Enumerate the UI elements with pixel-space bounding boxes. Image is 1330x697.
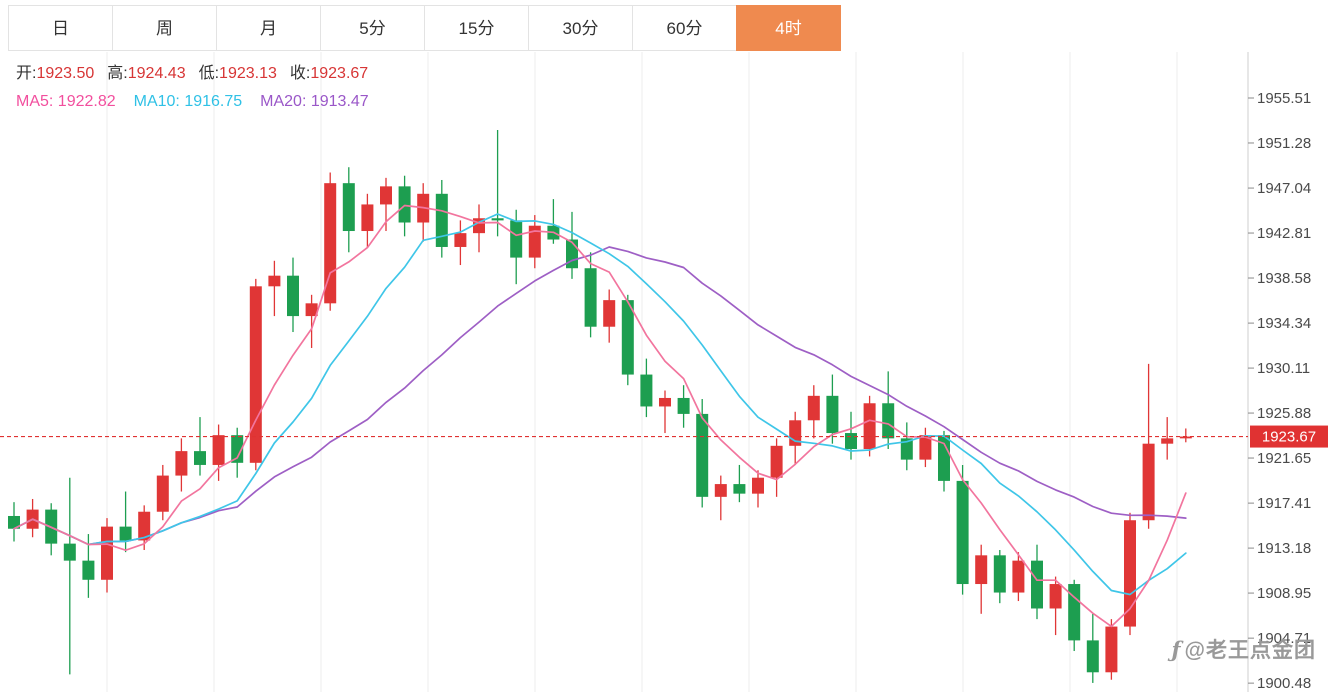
- candle-body: [454, 233, 467, 247]
- candle-body: [659, 397, 671, 407]
- candle-body: [342, 183, 355, 232]
- candle-body: [900, 438, 913, 460]
- watermark-text: @老王点金团: [1184, 639, 1316, 662]
- candle-body: [1179, 436, 1192, 439]
- candle-body: [194, 451, 206, 465]
- y-axis-label: 1942.81: [1257, 225, 1311, 242]
- candle-body: [435, 193, 448, 247]
- candle-body: [1049, 584, 1062, 609]
- timeframe-tab-5分[interactable]: 5分: [320, 5, 425, 51]
- timeframe-toolbar: 日周月 5分 15分 30分 60分 4时: [0, 0, 1330, 52]
- timeframe-tab-4时[interactable]: 4时: [736, 5, 841, 51]
- candle-body: [752, 477, 764, 494]
- candle-body: [231, 435, 244, 463]
- timeframe-tab-日[interactable]: 日: [8, 5, 113, 51]
- last-price-badge: [1250, 425, 1328, 448]
- candle-body: [287, 275, 299, 317]
- overlay-line-ma10: [13, 213, 1187, 596]
- last-price-badge-label: 1923.67: [1262, 429, 1316, 446]
- y-axis-label: 1938.58: [1257, 270, 1311, 287]
- overlay-line-ma20: [13, 246, 1187, 546]
- candle-body: [882, 403, 895, 439]
- candle-body: [101, 526, 113, 580]
- candle-body: [807, 395, 820, 421]
- timeframe-tab-周[interactable]: 周: [112, 5, 217, 51]
- y-axis-label: 1904.71: [1257, 630, 1311, 647]
- candles: [8, 130, 1192, 683]
- candle-body: [510, 220, 523, 258]
- candle-body: [956, 480, 969, 585]
- candle-body: [621, 300, 634, 375]
- watermark: ƒ @老王点金团: [1171, 634, 1316, 664]
- timeframe-tab-15分[interactable]: 15分: [424, 5, 529, 51]
- candle-body: [528, 225, 541, 258]
- candle-body: [1086, 640, 1099, 673]
- candle-body: [640, 374, 653, 407]
- overlay-line-ma5: [13, 204, 1187, 628]
- candle-body: [63, 543, 76, 561]
- y-axis-label: 1955.51: [1257, 90, 1311, 107]
- candle-body: [175, 451, 188, 476]
- y-axis-label: 1925.88: [1257, 405, 1311, 422]
- candle-body: [1124, 520, 1136, 627]
- candle-body: [305, 303, 318, 317]
- candle-body: [714, 484, 727, 497]
- candle-body: [212, 435, 225, 465]
- candle-body: [993, 555, 1006, 593]
- candle-body: [82, 560, 95, 580]
- candle-body: [361, 204, 374, 232]
- candle-body: [696, 413, 709, 497]
- candle-body: [1105, 626, 1118, 673]
- y-axis-label: 1900.48: [1257, 675, 1311, 692]
- y-axis-label: 1934.34: [1257, 315, 1311, 332]
- candle-body: [938, 435, 950, 481]
- candle-body: [677, 397, 690, 414]
- candle-body: [119, 526, 132, 541]
- chart-area: 1955.51 1951.28 1947.04 1942.81 1938.58 1934.…: [0, 52, 1330, 692]
- y-axis-label: 1908.95: [1257, 585, 1311, 602]
- candle-body: [324, 183, 337, 304]
- timeframe-tab-60分[interactable]: 60分: [632, 5, 737, 51]
- candle-body: [268, 275, 281, 287]
- candle-body: [8, 515, 20, 529]
- y-axis-label: 1951.28: [1257, 135, 1311, 152]
- candle-body: [975, 555, 988, 585]
- candle-body: [603, 300, 616, 327]
- timeframe-tab-30分[interactable]: 30分: [528, 5, 633, 51]
- candle-body: [919, 435, 932, 460]
- candle-body: [380, 186, 392, 205]
- price-axis: 1955.51 1951.28 1947.04 1942.81 1938.58 1934.…: [1247, 52, 1311, 692]
- y-axis-label: 1913.18: [1257, 540, 1311, 557]
- candle-body: [1031, 560, 1043, 609]
- candle-body: [398, 186, 411, 223]
- y-axis-label: 1917.41: [1257, 495, 1311, 512]
- candle-body: [1068, 584, 1081, 641]
- y-axis-label: 1921.65: [1257, 450, 1311, 467]
- timeframe-tab-月[interactable]: 月: [216, 5, 321, 51]
- candle-body: [826, 395, 839, 434]
- brand-icon: ƒ: [1171, 637, 1182, 662]
- candle-body: [584, 268, 597, 327]
- grid: [106, 52, 1178, 692]
- candle-body: [491, 218, 504, 221]
- candle-body: [845, 433, 857, 449]
- candle-body: [863, 403, 876, 449]
- candle-body: [1142, 443, 1155, 521]
- candle-body: [1012, 560, 1025, 593]
- y-axis-label: 1930.11: [1257, 360, 1310, 377]
- candle-body: [138, 511, 151, 541]
- candle-body: [566, 239, 578, 269]
- candle-body: [156, 475, 169, 512]
- candle-body: [770, 445, 783, 478]
- candle-body: [1161, 438, 1174, 444]
- candle-body: [733, 484, 746, 494]
- candle-body: [249, 286, 262, 463]
- y-axis-label: 1947.04: [1257, 180, 1311, 197]
- candlestick-chart[interactable]: 1955.51 1951.28 1947.04 1942.81 1938.58 1934.…: [0, 52, 1330, 692]
